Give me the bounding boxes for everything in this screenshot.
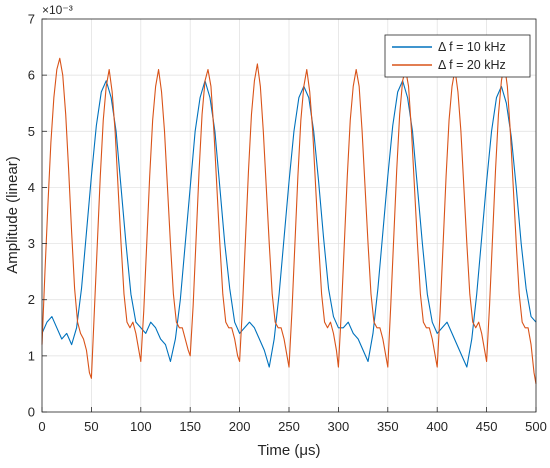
x-tick-label: 300	[328, 419, 350, 434]
y-axis-label: Amplitude (linear)	[4, 156, 21, 274]
x-tick-label: 500	[525, 419, 547, 434]
y-tick-label: 7	[28, 12, 35, 27]
legend-box	[384, 34, 531, 78]
x-tick-label: 150	[179, 419, 201, 434]
x-tick-label: 450	[476, 419, 498, 434]
x-tick-label: 200	[229, 419, 251, 434]
y-tick-label: 1	[28, 348, 35, 363]
legend-label-series-1: Δ f = 10 kHz	[438, 40, 506, 54]
y-tick-label: 0	[28, 405, 35, 420]
x-tick-label: 350	[377, 419, 399, 434]
y-tick-label: 2	[28, 292, 35, 307]
legend: Δ f = 10 kHz Δ f = 20 kHz	[384, 34, 531, 78]
y-tick-label: 6	[28, 68, 35, 83]
x-tick-label: 400	[426, 419, 448, 434]
x-tick-label: 250	[278, 419, 300, 434]
x-tick-label: 50	[84, 419, 98, 434]
y-tick-label: 4	[28, 180, 35, 195]
series-line-1	[41, 80, 537, 368]
x-tick-label: 100	[130, 419, 152, 434]
x-tick-label: 0	[38, 419, 45, 434]
axis-ticks: 0 50 100 150 200 250 300 350 400 450 500 0 1 2 3 4 5 6 7	[28, 12, 547, 435]
y-tick-label: 5	[28, 124, 35, 139]
y-exponent-label: ×10⁻³	[42, 3, 73, 17]
legend-label-series-2: Δ f = 20 kHz	[438, 58, 506, 72]
y-tick-label: 3	[28, 236, 35, 251]
x-axis-label: Time (μs)	[257, 442, 320, 459]
